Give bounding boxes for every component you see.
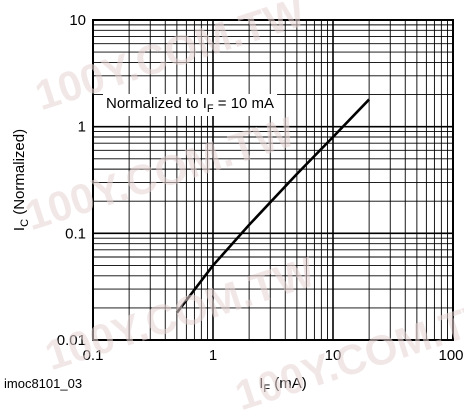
annotation-sub: F [207, 103, 214, 115]
x-tick-label: 1 [209, 347, 217, 364]
plot-frame [92, 19, 454, 341]
annotation-background [103, 94, 278, 116]
x-tick-labels: 0.1 1 10 100 [83, 347, 464, 364]
y-tick-labels: 0.01 0.1 1 10 [57, 12, 86, 349]
y-tick-label: 10 [69, 12, 86, 29]
annotation: Normalized to IF = 10 mA [106, 95, 274, 115]
grid-major [92, 19, 454, 341]
y-axis-label-unit: (Normalized) [11, 129, 28, 219]
y-tick-label: 0.01 [57, 332, 86, 349]
annotation-suffix: = 10 mA [214, 95, 274, 112]
series-line [175, 98, 371, 314]
y-tick-label: 0.1 [65, 225, 86, 242]
y-axis-label-sub: C [19, 219, 31, 227]
x-axis-label: IF (mA) [259, 375, 307, 395]
y-tick-label: 1 [78, 119, 86, 136]
x-axis-label-main: I [259, 375, 263, 392]
grid-minor [93, 20, 453, 340]
y-axis-label: IC (Normalized) [11, 129, 31, 231]
x-axis-label-sub: F [263, 383, 270, 395]
y-axis-label-main: I [11, 227, 28, 231]
x-axis-label-unit: (mA) [270, 375, 307, 392]
figure-id: imoc8101_03 [4, 376, 82, 391]
series-group [175, 98, 371, 314]
chart-figure: 0.01 0.1 1 10 0.1 1 10 100 Normalized to IF = … [4, 12, 464, 395]
x-tick-label: 0.1 [83, 347, 104, 364]
x-tick-label: 10 [325, 347, 342, 364]
annotation-prefix: Normalized to I [106, 95, 207, 112]
x-tick-label: 100 [438, 347, 463, 364]
